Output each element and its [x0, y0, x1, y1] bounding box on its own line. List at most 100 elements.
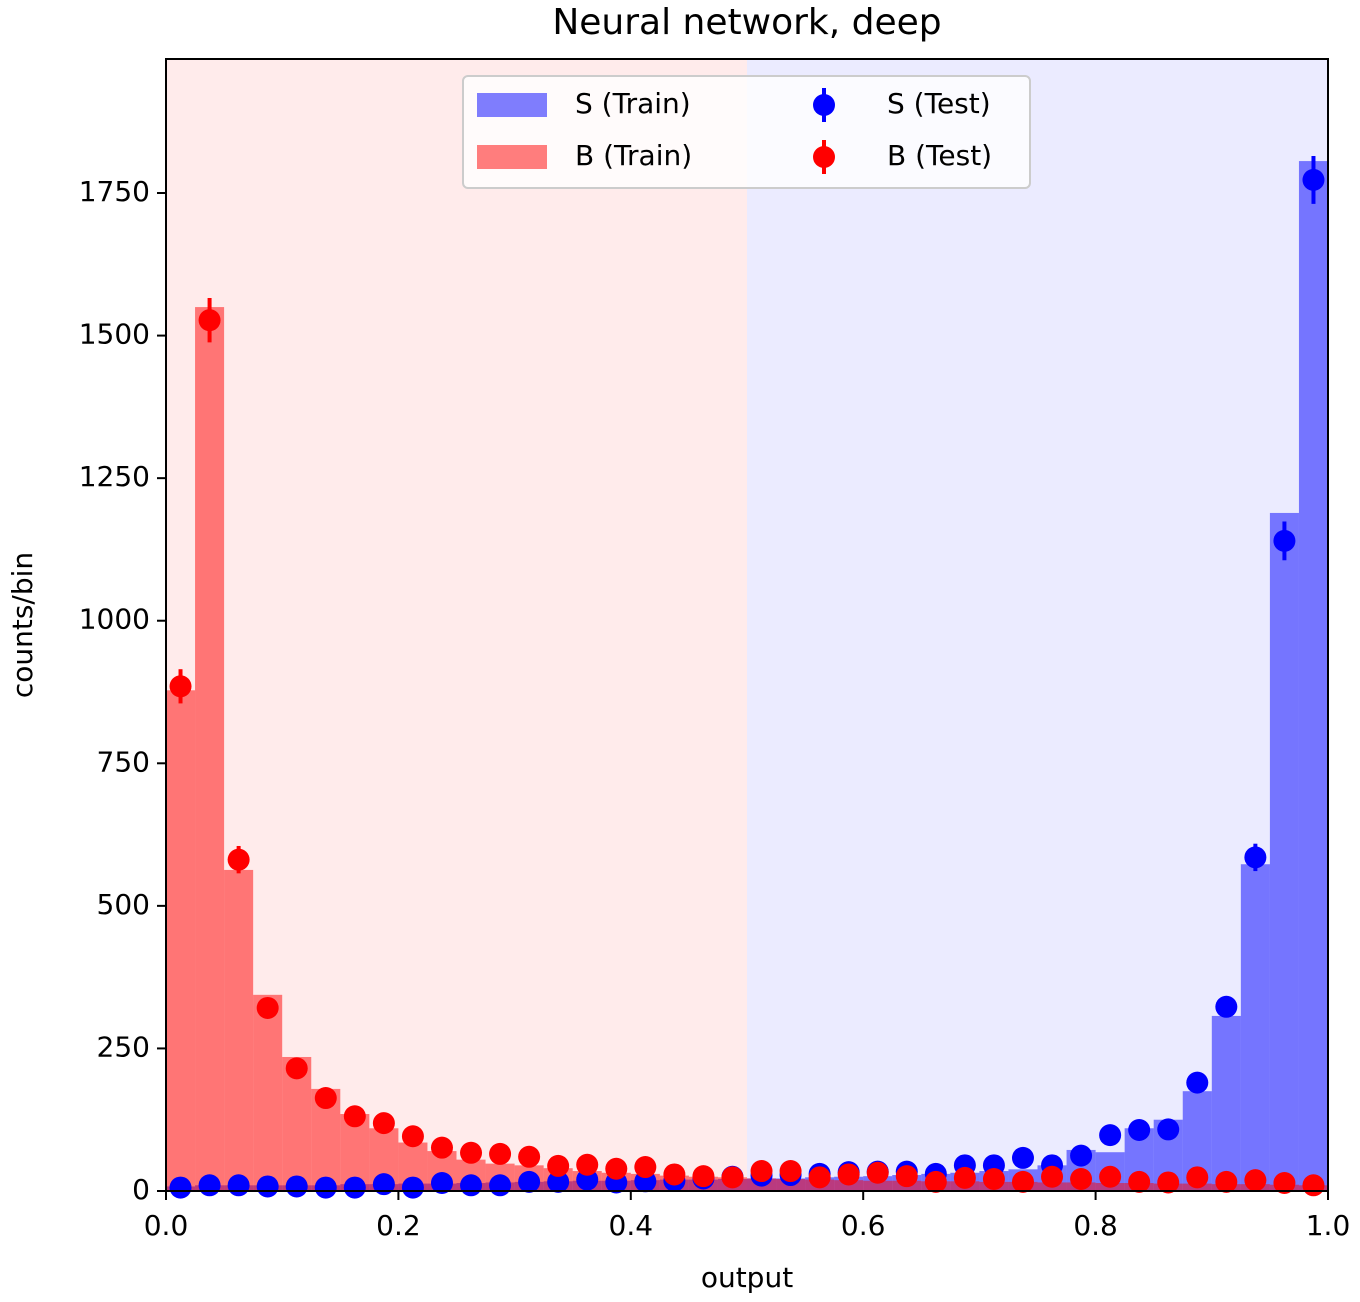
data-point [895, 1165, 918, 1188]
marker [982, 1168, 1005, 1191]
data-point [285, 1175, 308, 1198]
marker [1186, 1166, 1209, 1189]
data-point [198, 297, 221, 343]
marker [169, 675, 192, 698]
data-point [924, 1170, 947, 1193]
x-tick-label: 0.8 [1073, 1209, 1118, 1242]
marker [605, 1157, 628, 1180]
marker [1011, 1170, 1034, 1193]
data-point [1302, 1174, 1325, 1197]
marker [953, 1166, 976, 1189]
data-point [1070, 1144, 1093, 1167]
marker [198, 309, 221, 332]
data-point [430, 1136, 453, 1159]
data-point [1244, 1169, 1267, 1192]
marker [256, 996, 279, 1019]
marker [343, 1105, 366, 1128]
x-tick-label: 0.0 [144, 1209, 189, 1242]
marker [256, 1175, 279, 1198]
legend-label: S (Test) [887, 87, 991, 120]
histogram-bar [1298, 161, 1328, 1191]
histogram-bar [195, 307, 225, 1191]
marker [285, 1057, 308, 1080]
marker [314, 1087, 337, 1110]
marker [1099, 1124, 1122, 1147]
x-tick-label: 0.4 [609, 1209, 654, 1242]
data-point [1011, 1170, 1034, 1193]
marker [1041, 1165, 1064, 1188]
marker [750, 1160, 773, 1183]
marker [547, 1154, 570, 1177]
marker [227, 1174, 250, 1197]
marker [518, 1170, 541, 1193]
data-point [1157, 1118, 1180, 1141]
data-point [1099, 1124, 1122, 1147]
x-tick-label: 1.0 [1306, 1209, 1351, 1242]
marker [547, 1170, 570, 1193]
data-point [1215, 1170, 1238, 1193]
marker [169, 1176, 192, 1199]
y-tick-label: 1500 [79, 318, 150, 351]
marker [372, 1173, 395, 1196]
marker [924, 1170, 947, 1193]
marker [460, 1141, 483, 1164]
data-point [547, 1170, 570, 1193]
y-tick-label: 1250 [79, 460, 150, 493]
data-point [256, 996, 279, 1019]
data-point [1273, 521, 1296, 561]
y-tick-label: 500 [97, 888, 150, 921]
data-point [1128, 1118, 1151, 1141]
y-tick-label: 1000 [79, 603, 150, 636]
data-point [489, 1142, 512, 1165]
data-point [1070, 1168, 1093, 1191]
data-point [1128, 1170, 1151, 1193]
data-point [343, 1105, 366, 1128]
legend-label: B (Test) [887, 139, 992, 172]
marker [895, 1165, 918, 1188]
histogram-bar [863, 1180, 893, 1191]
marker [1128, 1118, 1151, 1141]
marker [1186, 1071, 1209, 1094]
legend-label: B (Train) [575, 139, 692, 172]
marker [1128, 1170, 1151, 1193]
marker [1157, 1118, 1180, 1141]
data-point [372, 1173, 395, 1196]
marker [1302, 168, 1325, 191]
y-tick-label: 750 [97, 745, 150, 778]
marker [1099, 1165, 1122, 1188]
data-point [169, 669, 192, 704]
data-point [518, 1170, 541, 1193]
marker [808, 1166, 831, 1189]
marker [1302, 1174, 1325, 1197]
data-point [1273, 1172, 1296, 1195]
data-point [634, 1156, 657, 1179]
legend-label: S (Train) [575, 87, 691, 120]
marker [1070, 1144, 1093, 1167]
data-point [750, 1160, 773, 1183]
data-point [808, 1166, 831, 1189]
legend-swatch [813, 146, 835, 168]
legend-swatch [477, 93, 547, 117]
data-point [547, 1154, 570, 1177]
x-tick-label: 0.6 [841, 1209, 886, 1242]
data-point [1186, 1166, 1209, 1189]
data-point [227, 1174, 250, 1197]
data-point [953, 1166, 976, 1189]
legend-swatch [813, 94, 835, 116]
data-point [721, 1166, 744, 1189]
histogram-bar [834, 1180, 864, 1191]
marker [837, 1163, 860, 1186]
histogram-bar [1269, 512, 1299, 1191]
marker [634, 1156, 657, 1179]
plot-frame [165, 58, 1329, 1192]
marker [518, 1145, 541, 1168]
marker [372, 1112, 395, 1135]
data-point [576, 1153, 599, 1176]
legend-frame [462, 75, 1031, 189]
data-point [430, 1172, 453, 1195]
marker [198, 1174, 221, 1197]
data-point [401, 1125, 424, 1148]
marker [489, 1142, 512, 1165]
marker [1273, 529, 1296, 552]
